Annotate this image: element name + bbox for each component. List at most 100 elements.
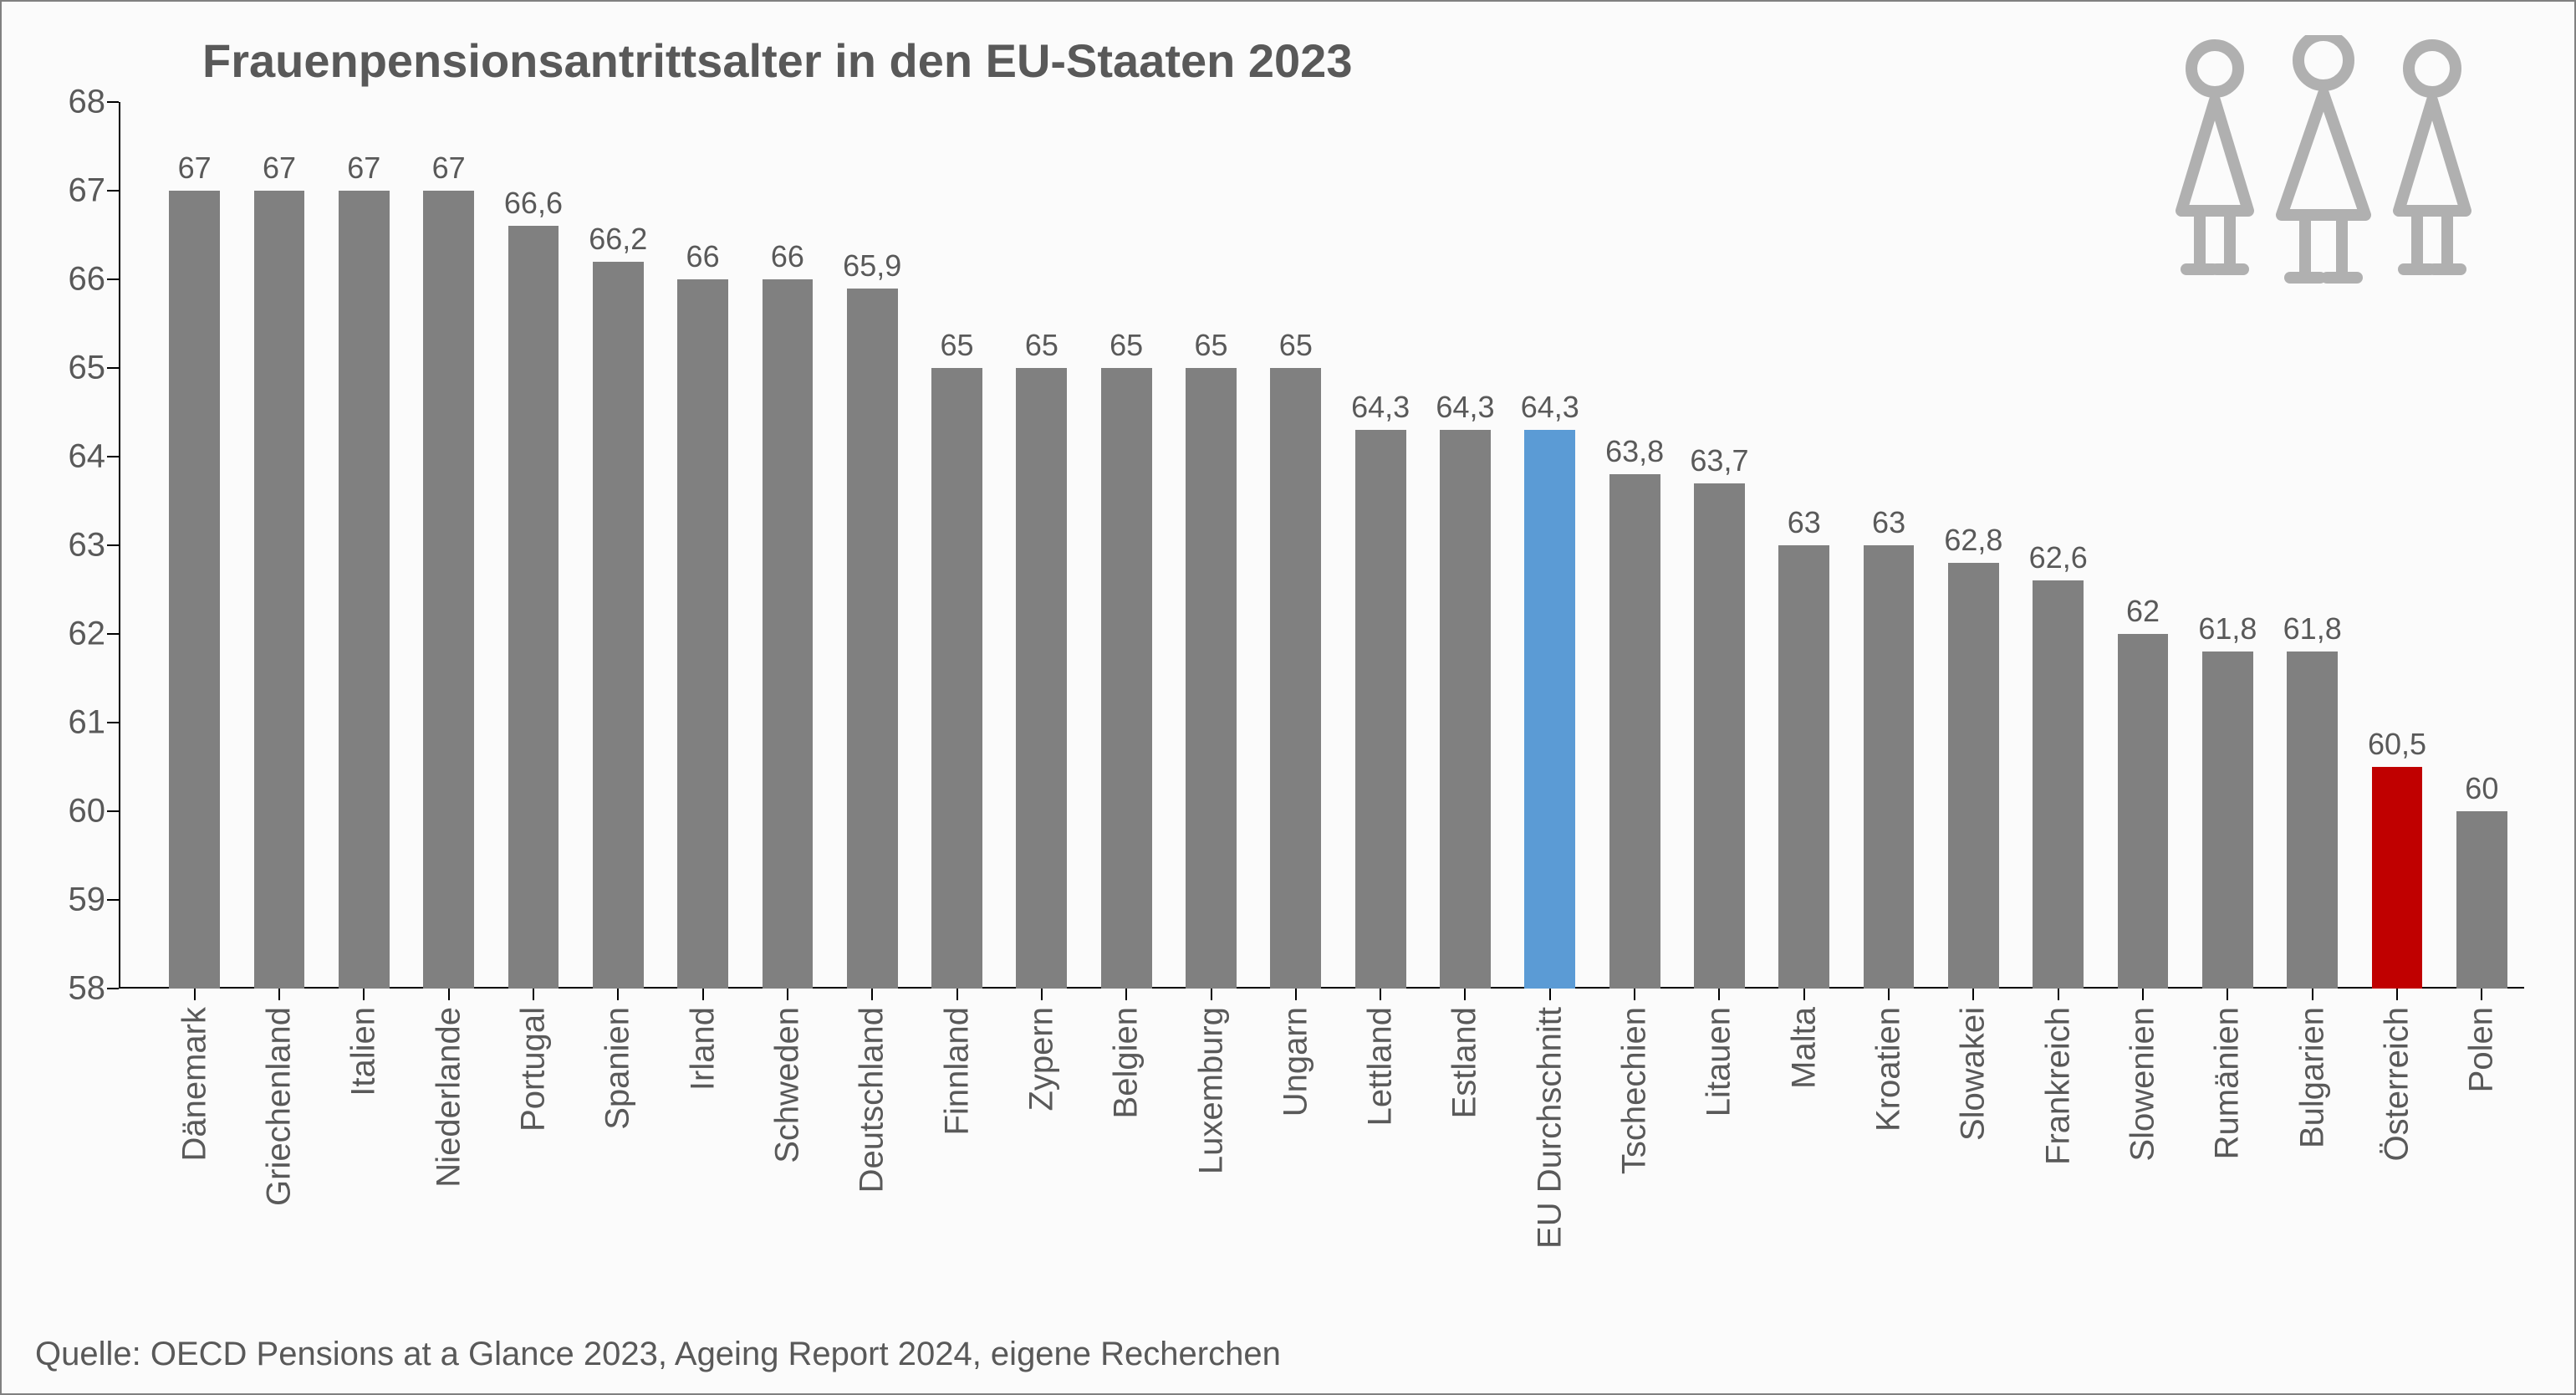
x-tick bbox=[1464, 989, 1466, 1000]
x-tick bbox=[617, 989, 619, 1000]
y-tick-label: 58 bbox=[69, 970, 120, 1008]
bar-value-label: 61,8 bbox=[2198, 611, 2257, 652]
bar: 66,2 bbox=[593, 262, 644, 989]
x-tick bbox=[1634, 989, 1635, 1000]
category-label: Griechenland bbox=[260, 1007, 298, 1206]
x-tick bbox=[956, 989, 958, 1000]
bar-value-label: 61,8 bbox=[2283, 611, 2342, 652]
bar: 61,8 bbox=[2287, 652, 2338, 989]
bar-value-label: 63,7 bbox=[1690, 443, 1748, 483]
source-text: Quelle: OECD Pensions at a Glance 2023, … bbox=[35, 1336, 1281, 1373]
bar-value-label: 64,3 bbox=[1436, 390, 1494, 430]
x-tick bbox=[1211, 989, 1212, 1000]
category-label: Italien bbox=[345, 1007, 383, 1096]
category-label: Zypern bbox=[1023, 1007, 1060, 1111]
y-tick-label: 59 bbox=[69, 881, 120, 919]
bar-value-label: 63 bbox=[1872, 505, 1905, 545]
x-tick bbox=[1803, 989, 1805, 1000]
bar-value-label: 62 bbox=[2126, 594, 2160, 634]
y-tick-label: 67 bbox=[69, 172, 120, 210]
category-label: Polen bbox=[2463, 1007, 2501, 1092]
bar-value-label: 64,3 bbox=[1351, 390, 1410, 430]
bar: 67 bbox=[169, 191, 220, 989]
x-tick bbox=[1718, 989, 1720, 1000]
y-tick-label: 61 bbox=[69, 704, 120, 742]
bar: 65,9 bbox=[847, 289, 898, 989]
bar-value-label: 63 bbox=[1788, 505, 1821, 545]
bar-value-label: 60 bbox=[2465, 771, 2498, 811]
bar: 64,3 bbox=[1440, 430, 1491, 989]
x-tick bbox=[278, 989, 280, 1000]
bar: 64,3 bbox=[1524, 430, 1575, 989]
x-tick bbox=[1888, 989, 1890, 1000]
bar: 63,7 bbox=[1694, 483, 1745, 989]
bar: 61,8 bbox=[2202, 652, 2253, 989]
bar: 64,3 bbox=[1355, 430, 1406, 989]
bar: 62 bbox=[2118, 634, 2169, 989]
y-tick-label: 68 bbox=[69, 84, 120, 121]
category-label: Estland bbox=[1446, 1007, 1484, 1118]
bar-value-label: 65,9 bbox=[843, 248, 901, 289]
plot-area: 6767676766,666,2666665,9656565656564,364… bbox=[119, 102, 2524, 989]
bar: 63 bbox=[1778, 545, 1829, 989]
bar: 66,6 bbox=[508, 226, 559, 989]
x-tick bbox=[2142, 989, 2144, 1000]
y-tick-label: 62 bbox=[69, 616, 120, 653]
category-label: Irland bbox=[684, 1007, 722, 1091]
bar: 65 bbox=[1016, 368, 1067, 989]
bar: 67 bbox=[423, 191, 474, 989]
bar-value-label: 62,8 bbox=[1944, 523, 2002, 563]
x-tick bbox=[448, 989, 450, 1000]
bar: 65 bbox=[1270, 368, 1321, 989]
bar: 67 bbox=[254, 191, 305, 989]
x-tick bbox=[871, 989, 873, 1000]
bar-value-label: 67 bbox=[178, 151, 212, 191]
category-label: Schweden bbox=[768, 1007, 806, 1163]
bar-value-label: 66 bbox=[686, 239, 720, 279]
bar: 65 bbox=[1186, 368, 1237, 989]
x-tick bbox=[1041, 989, 1043, 1000]
category-label: Luxemburg bbox=[1192, 1007, 1230, 1174]
bars-container: 6767676766,666,2666665,9656565656564,364… bbox=[119, 102, 2524, 989]
bar-value-label: 63,8 bbox=[1605, 434, 1664, 474]
bar-value-label: 60,5 bbox=[2368, 727, 2426, 767]
category-label: Portugal bbox=[514, 1007, 552, 1132]
category-label: Deutschland bbox=[854, 1007, 891, 1193]
x-tick bbox=[2481, 989, 2482, 1000]
category-label: Belgien bbox=[1108, 1007, 1145, 1118]
x-tick bbox=[363, 989, 365, 1000]
chart-frame: Frauenpensionsantrittsalter in den EU-St… bbox=[0, 0, 2576, 1395]
x-tick bbox=[2312, 989, 2313, 1000]
x-tick bbox=[533, 989, 534, 1000]
bar: 67 bbox=[339, 191, 390, 989]
x-tick bbox=[1380, 989, 1381, 1000]
category-label: Slowakei bbox=[1955, 1007, 1992, 1141]
bar-value-label: 65 bbox=[1025, 328, 1058, 368]
bar-value-label: 64,3 bbox=[1521, 390, 1579, 430]
y-tick-label: 60 bbox=[69, 793, 120, 830]
bar-value-label: 65 bbox=[941, 328, 974, 368]
bar: 66 bbox=[677, 279, 728, 989]
bar: 62,6 bbox=[2033, 580, 2084, 989]
bar-value-label: 65 bbox=[1109, 328, 1143, 368]
bar-value-label: 67 bbox=[263, 151, 296, 191]
x-tick bbox=[702, 989, 704, 1000]
y-tick-label: 64 bbox=[69, 438, 120, 476]
x-tick bbox=[1125, 989, 1127, 1000]
bar-value-label: 66 bbox=[771, 239, 804, 279]
bar: 65 bbox=[1101, 368, 1152, 989]
x-tick bbox=[787, 989, 788, 1000]
bar: 63 bbox=[1864, 545, 1915, 989]
x-tick bbox=[2396, 989, 2398, 1000]
category-label: Slowenien bbox=[2125, 1007, 2162, 1162]
category-label: Lettland bbox=[1362, 1007, 1400, 1126]
y-tick-label: 63 bbox=[69, 527, 120, 565]
y-tick-label: 66 bbox=[69, 261, 120, 299]
chart-title: Frauenpensionsantrittsalter in den EU-St… bbox=[202, 33, 1352, 88]
bar-value-label: 65 bbox=[1279, 328, 1313, 368]
bar-value-label: 62,6 bbox=[2029, 540, 2088, 580]
bar-value-label: 67 bbox=[432, 151, 466, 191]
category-label: Rumänien bbox=[2209, 1007, 2247, 1159]
x-tick bbox=[194, 989, 196, 1000]
category-label: Malta bbox=[1785, 1007, 1823, 1089]
